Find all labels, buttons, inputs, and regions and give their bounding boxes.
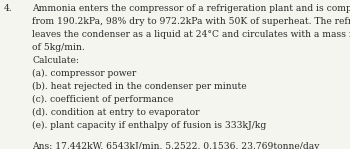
Text: from 190.2kPa, 98% dry to 972.2kPa with 50K of superheat. The refrigerant: from 190.2kPa, 98% dry to 972.2kPa with … [32, 17, 350, 26]
Text: Calculate:: Calculate: [32, 56, 79, 65]
Text: Ans: 17.442kW, 6543kJ/min, 5.2522, 0.1536, 23.769tonne/day: Ans: 17.442kW, 6543kJ/min, 5.2522, 0.153… [32, 142, 320, 149]
Text: Ammonia enters the compressor of a refrigeration plant and is compressed: Ammonia enters the compressor of a refri… [32, 4, 350, 13]
Text: 4.: 4. [4, 4, 13, 13]
Text: (b). heat rejected in the condenser per minute: (b). heat rejected in the condenser per … [32, 82, 247, 91]
Text: (d). condition at entry to evaporator: (d). condition at entry to evaporator [32, 108, 200, 117]
Text: leaves the condenser as a liquid at 24°C and circulates with a mass flowrate: leaves the condenser as a liquid at 24°C… [32, 30, 350, 39]
Text: (c). coefficient of performance: (c). coefficient of performance [32, 95, 174, 104]
Text: (a). compressor power: (a). compressor power [32, 69, 136, 78]
Text: (e). plant capacity if enthalpy of fusion is 333kJ/kg: (e). plant capacity if enthalpy of fusio… [32, 121, 266, 130]
Text: of 5kg/min.: of 5kg/min. [32, 43, 85, 52]
